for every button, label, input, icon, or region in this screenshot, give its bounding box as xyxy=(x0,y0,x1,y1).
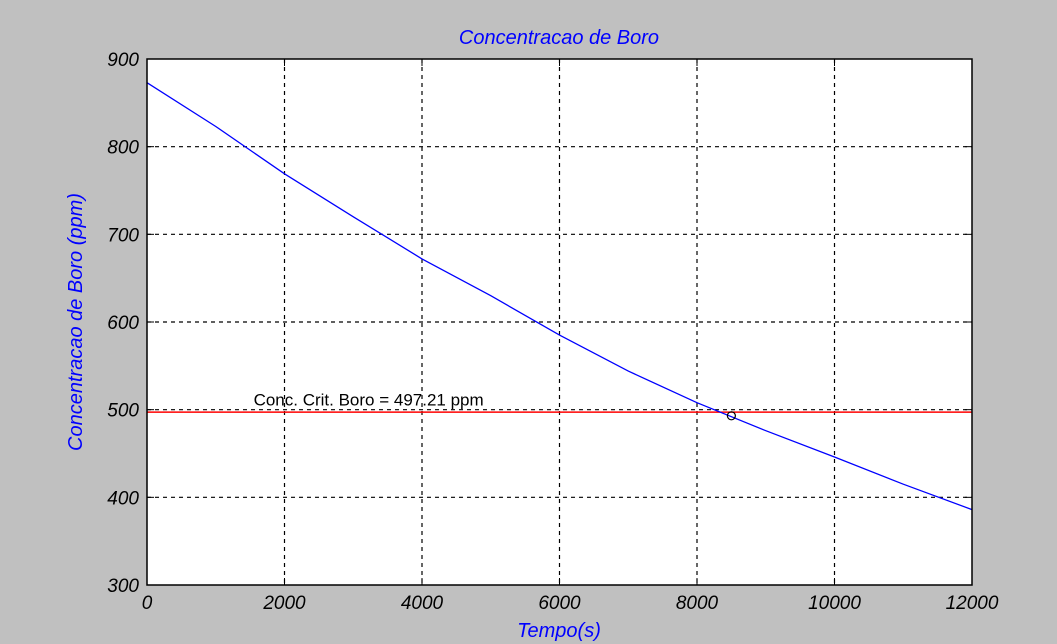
x-tick-label: 4000 xyxy=(401,593,444,614)
x-tick-label: 0 xyxy=(142,593,153,614)
tick-labels: 0 2000 4000 6000 8000 10000 12000 300 400 500 600 7… xyxy=(107,50,999,614)
y-axis-label: Concentracao de Boro (ppm) xyxy=(65,193,87,451)
y-tick-label: 900 xyxy=(107,50,139,71)
intersection-marker xyxy=(726,411,736,421)
critical-concentration-annotation: Conc. Crit. Boro = 497.21 ppm xyxy=(254,390,484,409)
boron-concentration-line xyxy=(146,82,973,511)
chart-title: Concentracao de Boro xyxy=(459,27,659,49)
x-tick-label: 12000 xyxy=(946,593,999,614)
y-tick-label: 500 xyxy=(107,401,139,422)
x-tick-label: 10000 xyxy=(808,593,861,614)
x-axis-label: Tempo(s) xyxy=(517,620,601,642)
y-tick-label: 400 xyxy=(107,488,139,509)
y-tick-label: 600 xyxy=(107,313,139,334)
x-tick-label: 2000 xyxy=(262,593,306,614)
y-tick-label: 800 xyxy=(107,138,139,159)
y-tick-label: 300 xyxy=(107,576,139,597)
plot-frame xyxy=(146,58,973,586)
grid xyxy=(146,58,973,586)
y-tick-label: 700 xyxy=(107,225,139,246)
x-tick-label: 8000 xyxy=(676,593,719,614)
x-tick-label: 6000 xyxy=(538,593,581,614)
chart-marks xyxy=(146,82,973,511)
